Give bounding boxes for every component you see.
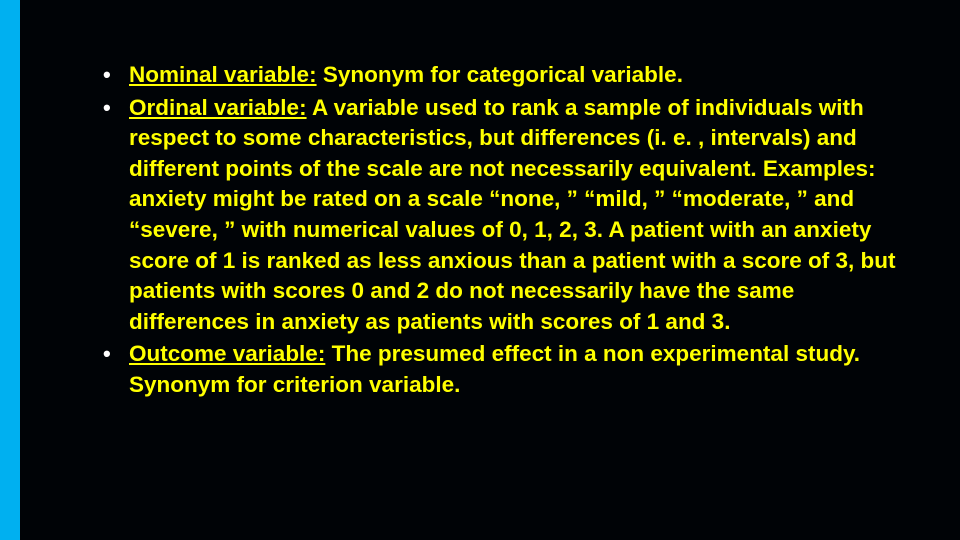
term-definition: Synonym for categorical variable. <box>317 62 683 87</box>
term-label: Outcome variable: <box>129 341 325 366</box>
slide-content: Nominal variable: Synonym for categorica… <box>20 0 960 540</box>
accent-bar <box>0 0 20 540</box>
term-definition: A variable used to rank a sample of indi… <box>129 95 895 334</box>
list-item: Outcome variable: The presumed effect in… <box>95 339 905 400</box>
term-label: Nominal variable: <box>129 62 317 87</box>
term-label: Ordinal variable: <box>129 95 307 120</box>
list-item: Ordinal variable: A variable used to ran… <box>95 93 905 338</box>
bullet-list: Nominal variable: Synonym for categorica… <box>95 60 905 401</box>
list-item: Nominal variable: Synonym for categorica… <box>95 60 905 91</box>
slide: Nominal variable: Synonym for categorica… <box>0 0 960 540</box>
